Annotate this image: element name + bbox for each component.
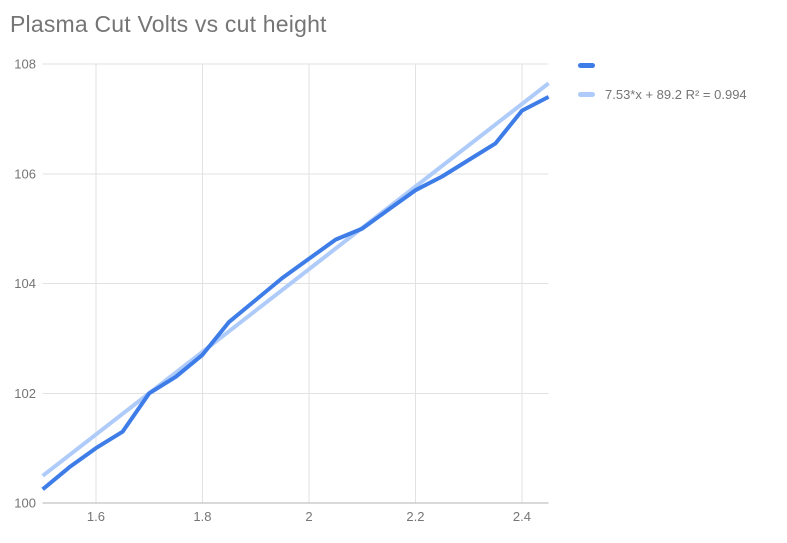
x-tick-label: 2.2 bbox=[406, 509, 424, 524]
trendline-legend-label: 7.53*x + 89.2 R² = 0.994 bbox=[605, 86, 747, 102]
chart-title: Plasma Cut Volts vs cut height bbox=[10, 11, 327, 37]
x-tick-label: 2 bbox=[305, 509, 312, 524]
y-tick-label: 106 bbox=[14, 166, 36, 181]
trendline-swatch bbox=[578, 91, 595, 97]
y-tick-label: 100 bbox=[14, 496, 36, 511]
y-tick-label: 104 bbox=[14, 276, 36, 291]
y-tick-label: 102 bbox=[14, 386, 36, 401]
x-tick-label: 2.4 bbox=[513, 509, 531, 524]
series-swatch bbox=[578, 62, 595, 68]
x-tick-label: 1.6 bbox=[87, 509, 105, 524]
legend: 7.53*x + 89.2 R² = 0.994 bbox=[578, 58, 747, 116]
legend-item-series bbox=[578, 58, 747, 72]
data-series-line bbox=[41, 95, 550, 491]
x-tick-label: 1.8 bbox=[193, 509, 211, 524]
trendline bbox=[41, 81, 550, 478]
legend-item-trendline: 7.53*x + 89.2 R² = 0.994 bbox=[578, 86, 747, 102]
y-tick-label: 108 bbox=[14, 57, 36, 72]
